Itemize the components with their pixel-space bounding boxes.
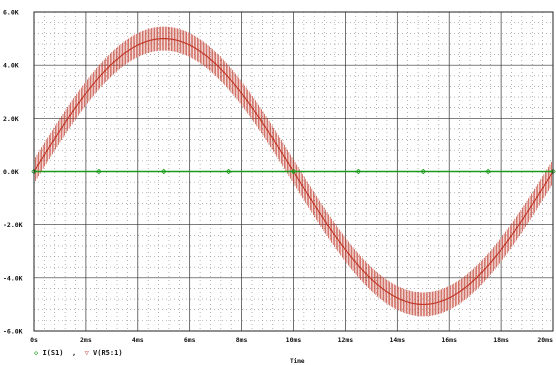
x-tick-label: 4ms: [132, 336, 144, 344]
y-tick-label: -4.0K: [3, 274, 23, 282]
legend-label-i-s1: I(S1): [42, 349, 64, 357]
y-tick-label: 0.0K: [3, 168, 19, 176]
i-s1-point: [485, 168, 491, 175]
x-axis-title: Time: [290, 358, 305, 365]
x-tick-label: 18ms: [493, 336, 509, 344]
i-s1-point: [290, 168, 297, 175]
x-tick-label: 0s: [30, 336, 38, 344]
minor-grid: [34, 12, 553, 331]
x-axis-labels: 0s 2ms 4ms 6ms 8ms 10ms 12ms 14ms 16ms 18ms 20ms: [30, 336, 553, 344]
legend-marker-v-r5: ▽: [84, 349, 89, 357]
x-tick-label: 14ms: [389, 336, 405, 344]
x-tick-label: 16ms: [441, 336, 457, 344]
x-tick-label: 2ms: [80, 336, 92, 344]
legend-label-v-r5: V(R5:1): [93, 349, 123, 357]
x-tick-label: 12ms: [338, 336, 354, 344]
y-tick-label: 6.0K: [3, 9, 19, 17]
x-tick-label: 8ms: [236, 336, 248, 344]
i-s1-point: [160, 168, 167, 175]
i-s1-point: [96, 168, 102, 175]
y-tick-label: -6.0K: [3, 328, 23, 336]
y-tick-label: 2.0K: [3, 115, 19, 123]
i-s1-point: [225, 168, 232, 175]
x-tick-label: 6ms: [184, 336, 196, 344]
y-tick-label: 4.0K: [3, 62, 19, 70]
legend: ◇ I(S1) , ▽ V(R5:1): [34, 349, 123, 357]
x-tick-label: 20ms: [537, 336, 553, 344]
plot-frame: [33, 11, 554, 332]
x-tick-label: 10ms: [286, 336, 302, 344]
i-s1-point: [355, 168, 362, 175]
legend-marker-i-s1: ◇: [34, 349, 39, 357]
y-tick-label: -2.0K: [3, 221, 23, 229]
i-s1-point: [420, 168, 427, 175]
y-axis-labels: 6.0K 4.0K 2.0K 0.0K -2.0K -4.0K -6.0K: [3, 9, 23, 336]
